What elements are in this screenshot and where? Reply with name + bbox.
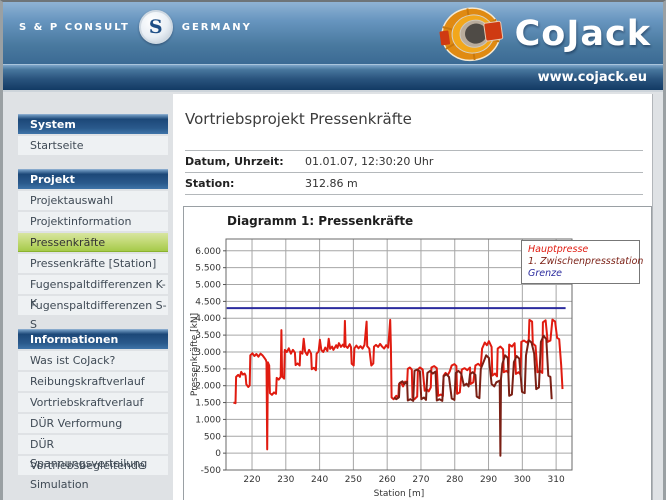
sidebar-section-informationen: Informationen Was ist CoJack? Reibungskr… bbox=[18, 329, 168, 491]
sidebar-header-informationen: Informationen bbox=[18, 329, 168, 349]
svg-text:1.500: 1.500 bbox=[195, 399, 221, 409]
sidebar-header-system: System bbox=[18, 114, 168, 134]
svg-text:6.000: 6.000 bbox=[195, 247, 221, 257]
svg-text:220: 220 bbox=[243, 475, 260, 485]
sidebar-item-startseite[interactable]: Startseite bbox=[18, 136, 168, 155]
svg-text:4.000: 4.000 bbox=[195, 314, 221, 324]
sidebar-section-system: System Startseite bbox=[18, 114, 168, 155]
pressenkraefte-chart: Diagramm 1: Pressenkräfte -500 0 500 1.000 1… bbox=[183, 206, 652, 500]
sidebar-item-vortriebsbegleitende-simulation[interactable]: Vortriebsbegleitende Simulation bbox=[18, 456, 168, 491]
svg-text:2.500: 2.500 bbox=[195, 365, 221, 375]
legend-item-grenze: Grenze bbox=[528, 268, 562, 279]
svg-text:290: 290 bbox=[480, 475, 497, 485]
svg-text:Pressenkräfte [kN]: Pressenkräfte [kN] bbox=[190, 313, 200, 396]
sidebar-section-projekt: Projekt Projektauswahl Projektinformatio… bbox=[18, 169, 168, 331]
sidebar-item-duer-spannungsverteilung[interactable]: DÜR Spannungsverteilung bbox=[18, 435, 168, 470]
sidebar-item-pressenkraefte-station[interactable]: Pressenkräfte [Station] bbox=[18, 254, 168, 273]
svg-text:Station [m]: Station [m] bbox=[374, 489, 425, 499]
sidebar-item-duer-verformung[interactable]: DÜR Verformung bbox=[18, 414, 168, 433]
cojack-brand: CoJack bbox=[439, 4, 651, 64]
svg-text:240: 240 bbox=[311, 475, 328, 485]
sidebar-header-projekt: Projekt bbox=[18, 169, 168, 189]
svg-text:4.500: 4.500 bbox=[195, 297, 221, 307]
svg-text:5.000: 5.000 bbox=[195, 281, 221, 291]
sidebar-item-fugenspaltdifferenzen-ss[interactable]: Fugenspaltdifferenzen S-S bbox=[18, 296, 168, 331]
svg-text:2.000: 2.000 bbox=[195, 382, 221, 392]
info-row-station: Station: 312.86 m bbox=[185, 173, 643, 195]
chart-title: Diagramm 1: Pressenkräfte bbox=[227, 214, 414, 228]
svg-text:260: 260 bbox=[379, 475, 396, 485]
url-bar: www.cojack.eu bbox=[3, 64, 663, 92]
svg-text:230: 230 bbox=[277, 475, 294, 485]
sidebar-item-projektinformation[interactable]: Projektinformation bbox=[18, 212, 168, 231]
website-link[interactable]: www.cojack.eu bbox=[537, 70, 647, 85]
cojack-title: CoJack bbox=[514, 14, 651, 54]
svg-text:310: 310 bbox=[548, 475, 565, 485]
sp-consult-label: S & P CONSULT bbox=[19, 21, 130, 33]
legend-item-hauptpresse: Hauptpresse bbox=[528, 244, 589, 255]
info-table: Datum, Uhrzeit: 01.01.07, 12:30:20 Uhr S… bbox=[185, 150, 643, 195]
sidebar-item-projektauswahl[interactable]: Projektauswahl bbox=[18, 191, 168, 210]
header: S & P CONSULT S GERMANY CoJack bbox=[3, 2, 663, 64]
station-label: Station: bbox=[185, 177, 235, 190]
chart-legend: Hauptpresse 1. Zwischenpressstation Gren… bbox=[521, 240, 644, 284]
svg-text:500: 500 bbox=[204, 432, 221, 442]
sp-consult-logo-icon: S bbox=[138, 10, 173, 44]
svg-text:280: 280 bbox=[446, 475, 463, 485]
datum-label: Datum, Uhrzeit: bbox=[185, 155, 284, 168]
svg-text:300: 300 bbox=[514, 475, 531, 485]
sidebar-item-was-ist-cojack[interactable]: Was ist CoJack? bbox=[18, 351, 168, 370]
page-title: Vortriebsprojekt Pressenkräfte bbox=[185, 110, 412, 128]
sidebar-item-fugenspaltdifferenzen-kk[interactable]: Fugenspaltdifferenzen K-K bbox=[18, 275, 168, 310]
svg-text:0: 0 bbox=[215, 449, 221, 459]
svg-text:3.000: 3.000 bbox=[195, 348, 221, 358]
svg-text:250: 250 bbox=[345, 475, 362, 485]
sidebar-item-pressenkraefte[interactable]: Pressenkräfte bbox=[18, 233, 168, 252]
datum-value: 01.01.07, 12:30:20 Uhr bbox=[305, 155, 434, 168]
station-value: 312.86 m bbox=[305, 177, 358, 190]
germany-label: GERMANY bbox=[181, 21, 252, 33]
svg-text:3.500: 3.500 bbox=[195, 331, 221, 341]
sp-consult-brand: S & P CONSULT S GERMANY bbox=[19, 8, 252, 46]
pressenkraefte-chart-svg: -500 0 500 1.000 1.500 2.000 2.500 3.000 3.500 4.… bbox=[190, 238, 573, 499]
sidebar-item-vortriebskraftverlauf[interactable]: Vortriebskraftverlauf bbox=[18, 393, 168, 412]
svg-text:5.500: 5.500 bbox=[195, 264, 221, 274]
cojack-tunnel-logo-icon bbox=[439, 7, 503, 62]
svg-text:1.000: 1.000 bbox=[195, 415, 221, 425]
svg-text:-500: -500 bbox=[201, 466, 222, 476]
info-row-datum: Datum, Uhrzeit: 01.01.07, 12:30:20 Uhr bbox=[185, 151, 643, 173]
sidebar-item-reibungskraftverlauf[interactable]: Reibungskraftverlauf bbox=[18, 372, 168, 391]
legend-item-zwischenpressstation: 1. Zwischenpressstation bbox=[528, 256, 644, 267]
sidebar: System Startseite Projekt Projektauswahl… bbox=[18, 114, 168, 491]
svg-text:270: 270 bbox=[412, 475, 429, 485]
